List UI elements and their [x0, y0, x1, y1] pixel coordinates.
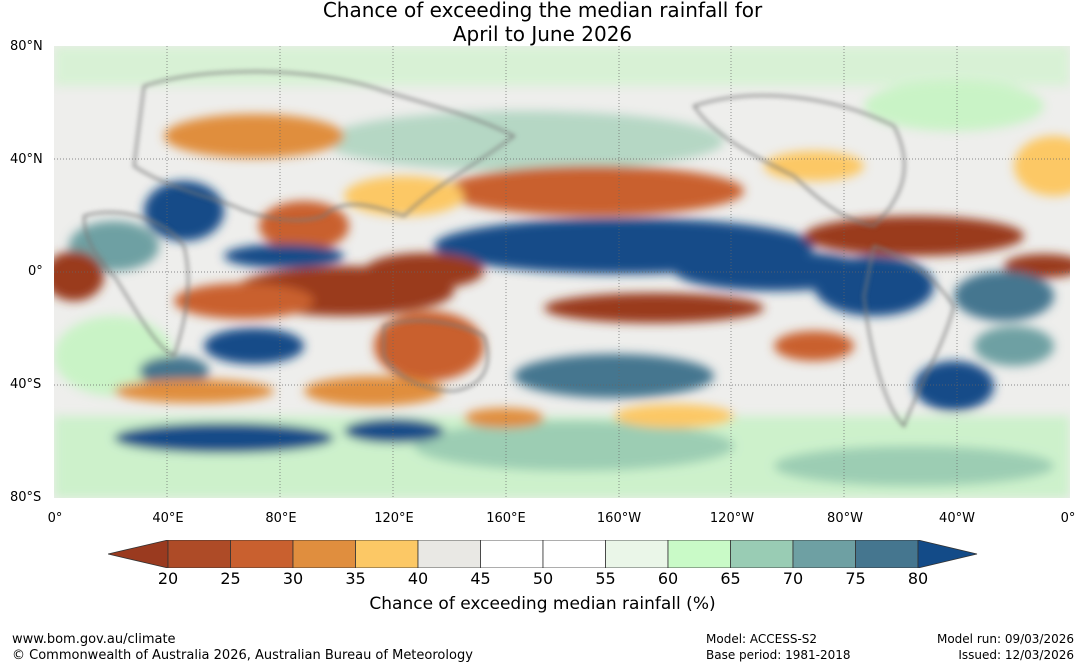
colorbar-tick-label: 30 — [282, 569, 304, 588]
colorbar-cell — [792, 540, 856, 568]
lat-label-40s: 40°S — [10, 377, 42, 392]
colorbar-cell — [167, 540, 231, 568]
colorbar-title: Chance of exceeding median rainfall (%) — [369, 594, 716, 614]
colorbar-tick-label: 45 — [470, 569, 491, 588]
colorbar-cell — [855, 540, 919, 568]
colorbar-tick-label: 80 — [907, 569, 929, 588]
colorbar-over-triangle — [917, 540, 978, 568]
colorbar-cell — [417, 540, 481, 568]
lon-label-120w: 120°W — [709, 511, 755, 526]
colorbar-cell — [542, 540, 606, 568]
lon-label-160w: 160°W — [596, 511, 642, 526]
chart-title: Chance of exceeding the median rainfall … — [0, 0, 1085, 46]
lon-label-0-end: 0° — [1060, 511, 1076, 526]
lon-label-0: 0° — [47, 511, 63, 526]
footer-copyright: © Commonwealth of Australia 2026, Austra… — [12, 648, 473, 663]
title-line-1: Chance of exceeding the median rainfall … — [322, 0, 763, 22]
colorbar-tick-label: 40 — [407, 569, 429, 588]
colorbar-tick-label: 35 — [345, 569, 366, 588]
lon-label-80e: 80°E — [265, 511, 297, 526]
lon-label-160e: 160°E — [486, 511, 526, 526]
colorbar-cell — [730, 540, 794, 568]
lon-label-80w: 80°W — [827, 511, 863, 526]
colorbar-tick-label: 20 — [157, 569, 179, 588]
footer-url: www.bom.gov.au/climate — [12, 632, 176, 647]
lon-label-40w: 40°W — [939, 511, 975, 526]
title-line-2: April to June 2026 — [452, 22, 633, 46]
colorbar-tick-label: 55 — [595, 569, 616, 588]
lat-label-eq: 0° — [28, 264, 43, 279]
colorbar-cell — [605, 540, 669, 568]
colorbar-cell — [480, 540, 544, 568]
graticule — [54, 46, 1070, 498]
footer-issued: Issued: 12/03/2026 — [958, 648, 1074, 662]
colorbar-tick-label: 65 — [720, 569, 741, 588]
colorbar-tick-label: 25 — [220, 569, 241, 588]
colorbar-cell — [292, 540, 356, 568]
colorbar-under-triangle — [108, 540, 169, 568]
probability-field — [54, 46, 1070, 498]
colorbar — [108, 540, 978, 568]
lat-label-80s: 80°S — [10, 490, 42, 505]
lat-label-40n: 40°N — [10, 152, 43, 167]
lat-label-80n: 80°N — [10, 39, 43, 54]
rainfall-map — [54, 46, 1070, 498]
colorbar-tick-label: 70 — [782, 569, 804, 588]
colorbar-cell — [230, 540, 294, 568]
map-canvas — [54, 46, 1070, 498]
footer-model-run: Model run: 09/03/2026 — [936, 632, 1074, 646]
footer-base-period: Base period: 1981-2018 — [706, 648, 851, 662]
continent-outlines — [82, 70, 956, 428]
colorbar-cell — [667, 540, 731, 568]
lon-label-40e: 40°E — [152, 511, 184, 526]
colorbar-cell — [355, 540, 419, 568]
lon-label-120e: 120°E — [374, 511, 414, 526]
colorbar-tick-label: 50 — [532, 569, 554, 588]
footer-model: Model: ACCESS-S2 — [706, 632, 818, 646]
colorbar-tick-label: 60 — [657, 569, 679, 588]
colorbar-tick-label: 75 — [845, 569, 866, 588]
